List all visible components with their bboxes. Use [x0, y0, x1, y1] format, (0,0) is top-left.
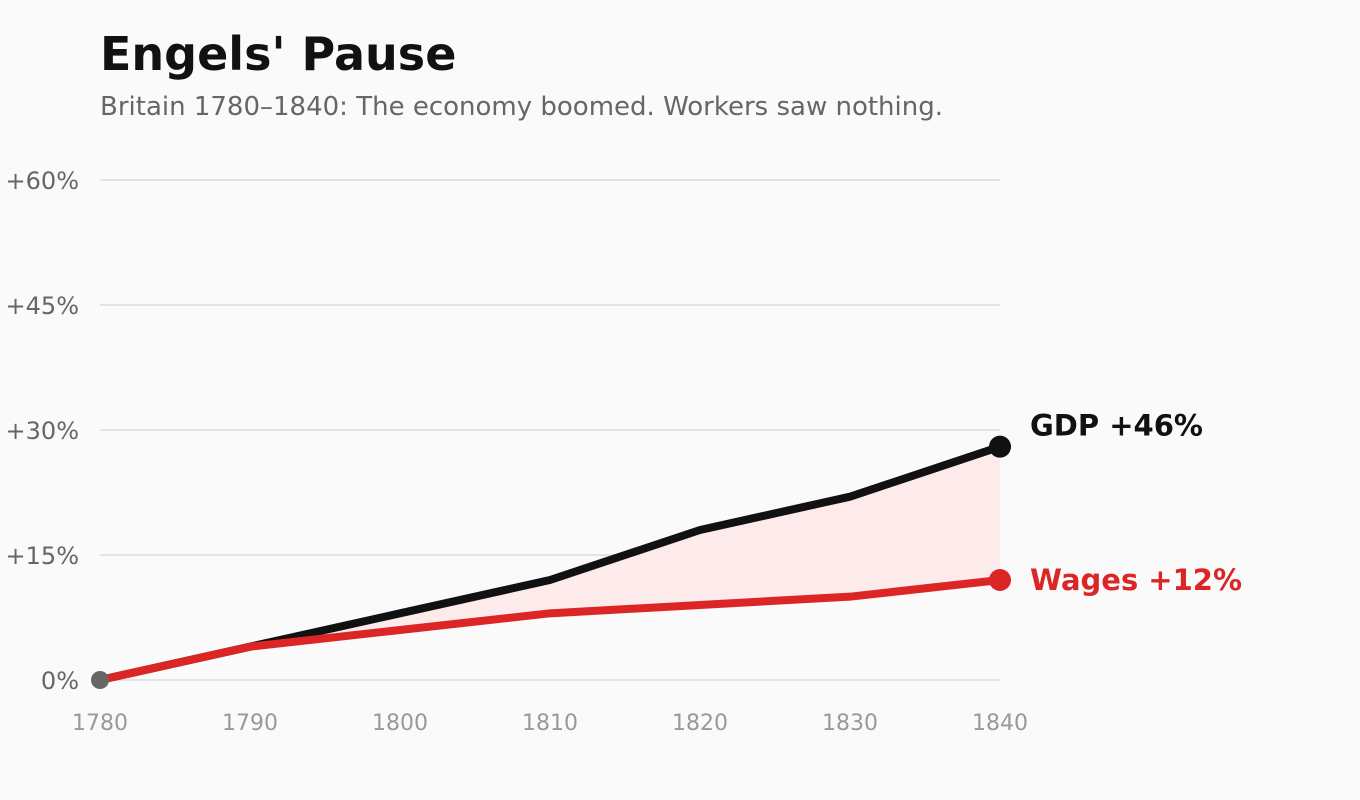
- x-tick-label: 1780: [72, 711, 128, 736]
- chart-subtitle: Britain 1780–1840: The economy boomed. W…: [100, 92, 943, 122]
- series-markers: [91, 435, 1011, 689]
- chart-title: Engels' Pause: [100, 27, 456, 81]
- wages-line: [96, 576, 1004, 684]
- x-tick-label: 1830: [822, 711, 878, 736]
- gdp-end-label: GDP +46%: [1030, 409, 1203, 443]
- gap-area: [100, 446, 1000, 680]
- origin-marker: [91, 671, 109, 689]
- y-tick-label: +30%: [6, 417, 79, 445]
- y-axis-tick-labels: 0% +15% +30% +45% +60%: [6, 167, 79, 695]
- y-tick-label: +60%: [6, 167, 79, 195]
- y-tick-label: 0%: [41, 667, 79, 695]
- wages-end-marker: [989, 569, 1011, 591]
- y-tick-label: +15%: [6, 542, 79, 570]
- y-tick-label: +45%: [6, 292, 79, 320]
- x-tick-label: 1810: [522, 711, 578, 736]
- x-tick-label: 1840: [972, 711, 1028, 736]
- series-lines: [96, 442, 1004, 684]
- x-tick-label: 1800: [372, 711, 428, 736]
- x-tick-label: 1790: [222, 711, 278, 736]
- series-end-labels: GDP +46% Wages +12%: [1030, 409, 1242, 597]
- x-tick-label: 1820: [672, 711, 728, 736]
- x-axis-tick-labels: 1780 1790 1800 1810 1820 1830 1840: [72, 711, 1028, 736]
- gdp-end-marker: [989, 435, 1011, 458]
- wages-end-label: Wages +12%: [1030, 563, 1242, 597]
